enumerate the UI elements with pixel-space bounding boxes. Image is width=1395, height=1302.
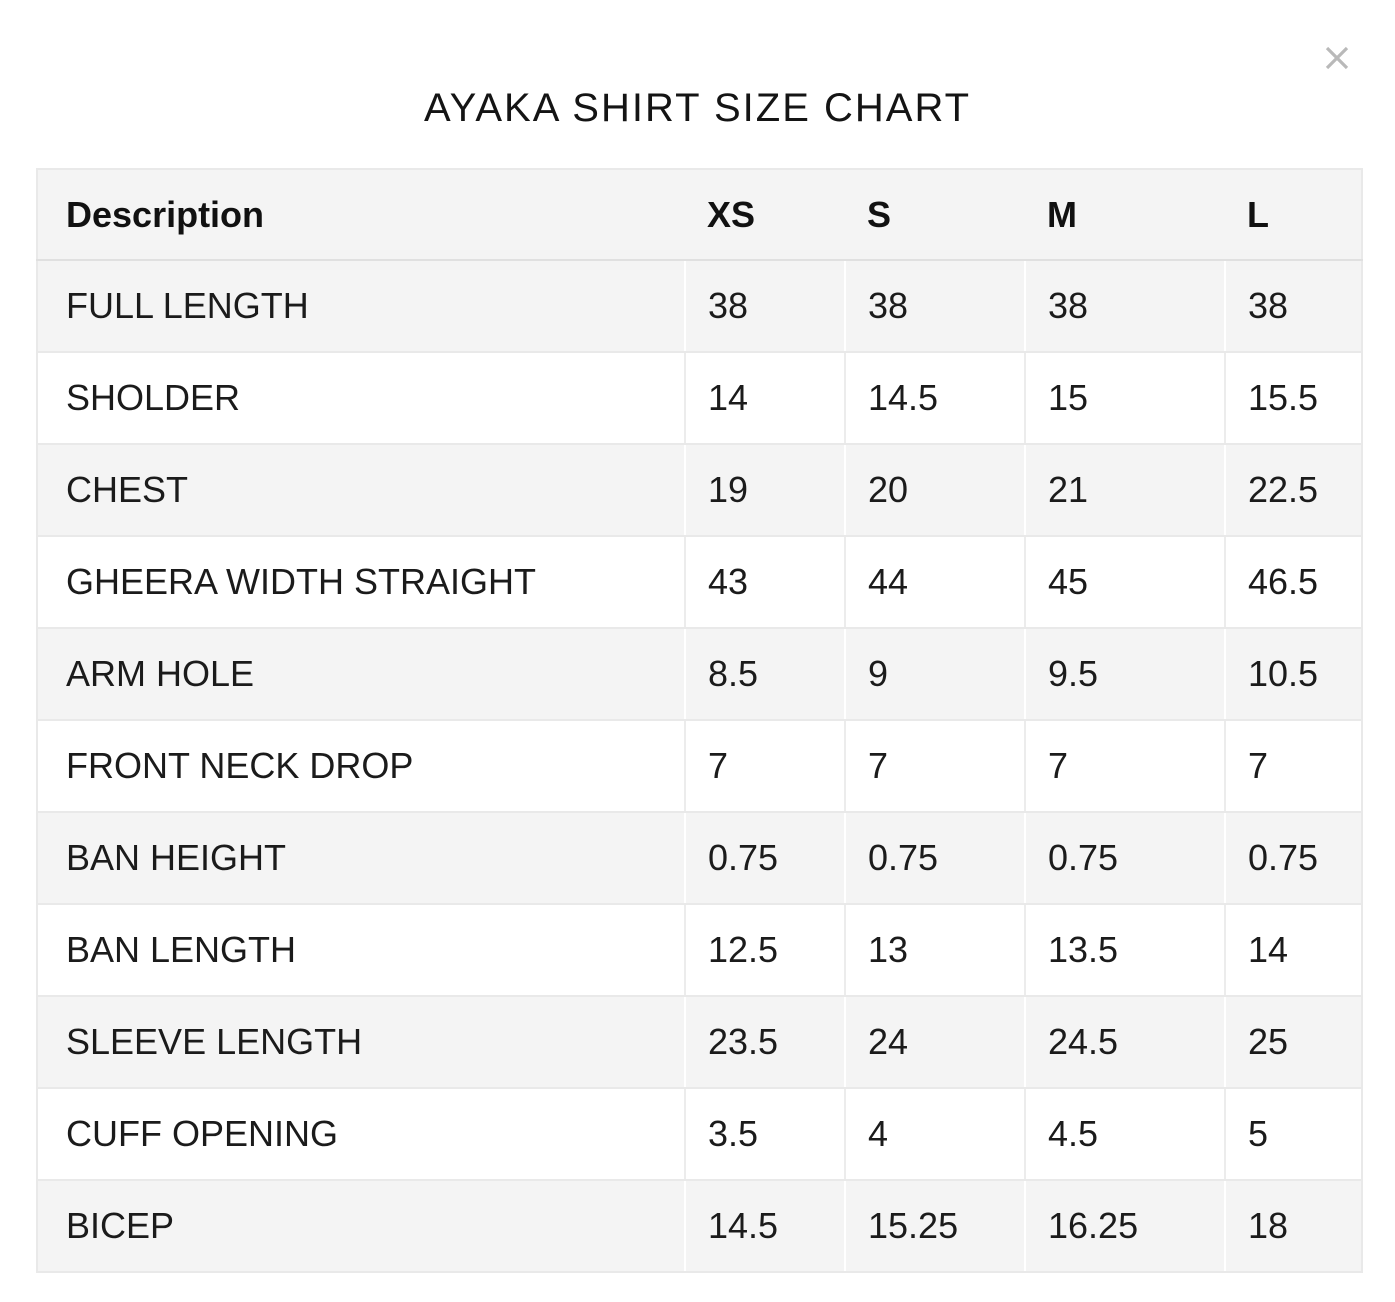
table-row: SLEEVE LENGTH 23.5 24 24.5 25 (37, 996, 1362, 1089)
size-value: 46.5 (1224, 536, 1362, 629)
size-chart-table: Description XS S M L FULL LENGTH 38 38 38 38… (36, 168, 1363, 1273)
close-icon (1323, 44, 1351, 72)
size-value: 12.5 (684, 904, 845, 997)
column-header-l: L (1225, 169, 1362, 261)
row-label: BAN HEIGHT (37, 812, 685, 905)
table-row: CHEST 19 20 21 22.5 (37, 444, 1362, 537)
row-label: ARM HOLE (37, 628, 685, 721)
size-value: 7 (844, 720, 1025, 813)
size-value: 0.75 (844, 812, 1025, 905)
size-value: 0.75 (1224, 812, 1362, 905)
size-value: 18 (1224, 1180, 1362, 1273)
table-row: GHEERA WIDTH STRAIGHT 43 44 45 46.5 (37, 536, 1362, 629)
size-table-body: FULL LENGTH 38 38 38 38 SHOLDER 14 14.5 15 15.5 CH… (37, 260, 1362, 1273)
row-label: FRONT NECK DROP (37, 720, 685, 813)
size-value: 5 (1224, 1088, 1362, 1181)
size-value: 44 (844, 536, 1025, 629)
size-value: 14 (684, 352, 845, 445)
size-value: 38 (1024, 260, 1225, 353)
size-value: 16.25 (1024, 1180, 1225, 1273)
column-header-description: Description (37, 169, 685, 261)
size-value: 23.5 (684, 996, 845, 1089)
size-value: 38 (684, 260, 845, 353)
column-header-s: S (845, 169, 1025, 261)
row-label: GHEERA WIDTH STRAIGHT (37, 536, 685, 629)
size-value: 21 (1024, 444, 1225, 537)
size-value: 15 (1024, 352, 1225, 445)
table-header: Description XS S M L (37, 169, 1362, 261)
size-value: 7 (684, 720, 845, 813)
size-value: 7 (1024, 720, 1225, 813)
table-row: BAN LENGTH 12.5 13 13.5 14 (37, 904, 1362, 997)
table-row: ARM HOLE 8.5 9 9.5 10.5 (37, 628, 1362, 721)
size-value: 0.75 (1024, 812, 1225, 905)
table-row: FRONT NECK DROP 7 7 7 7 (37, 720, 1362, 813)
size-value: 4 (844, 1088, 1025, 1181)
size-value: 9 (844, 628, 1025, 721)
size-value: 10.5 (1224, 628, 1362, 721)
table-row: BICEP 14.5 15.25 16.25 18 (37, 1180, 1362, 1273)
page-title: AYAKA SHIRT SIZE CHART (423, 86, 972, 130)
row-label: FULL LENGTH (37, 260, 685, 353)
size-value: 15.25 (844, 1180, 1025, 1273)
size-value: 24 (844, 996, 1025, 1089)
row-label: SHOLDER (37, 352, 685, 445)
header-row: Description XS S M L (37, 169, 1362, 261)
size-value: 3.5 (684, 1088, 845, 1181)
table-row: SHOLDER 14 14.5 15 15.5 (37, 352, 1362, 445)
row-label: CHEST (37, 444, 685, 537)
row-label: BAN LENGTH (37, 904, 685, 997)
size-value: 7 (1224, 720, 1362, 813)
size-value: 9.5 (1024, 628, 1225, 721)
size-value: 14.5 (684, 1180, 845, 1273)
size-value: 25 (1224, 996, 1362, 1089)
row-label: SLEEVE LENGTH (37, 996, 685, 1089)
size-value: 43 (684, 536, 845, 629)
size-value: 14 (1224, 904, 1362, 997)
column-header-m: M (1025, 169, 1225, 261)
table-row: FULL LENGTH 38 38 38 38 (37, 260, 1362, 353)
size-value: 15.5 (1224, 352, 1362, 445)
column-header-xs: XS (685, 169, 845, 261)
size-value: 19 (684, 444, 845, 537)
size-value: 14.5 (844, 352, 1025, 445)
close-button[interactable] (1321, 42, 1353, 74)
row-label: CUFF OPENING (37, 1088, 685, 1181)
size-value: 22.5 (1224, 444, 1362, 537)
size-value: 13.5 (1024, 904, 1225, 997)
size-value: 4.5 (1024, 1088, 1225, 1181)
size-value: 20 (844, 444, 1025, 537)
size-value: 45 (1024, 536, 1225, 629)
size-value: 38 (844, 260, 1025, 353)
size-value: 8.5 (684, 628, 845, 721)
row-label: BICEP (37, 1180, 685, 1273)
size-value: 0.75 (684, 812, 845, 905)
size-value: 38 (1224, 260, 1362, 353)
size-value: 24.5 (1024, 996, 1225, 1089)
size-value: 13 (844, 904, 1025, 997)
table-row: CUFF OPENING 3.5 4 4.5 5 (37, 1088, 1362, 1181)
table-row: BAN HEIGHT 0.75 0.75 0.75 0.75 (37, 812, 1362, 905)
